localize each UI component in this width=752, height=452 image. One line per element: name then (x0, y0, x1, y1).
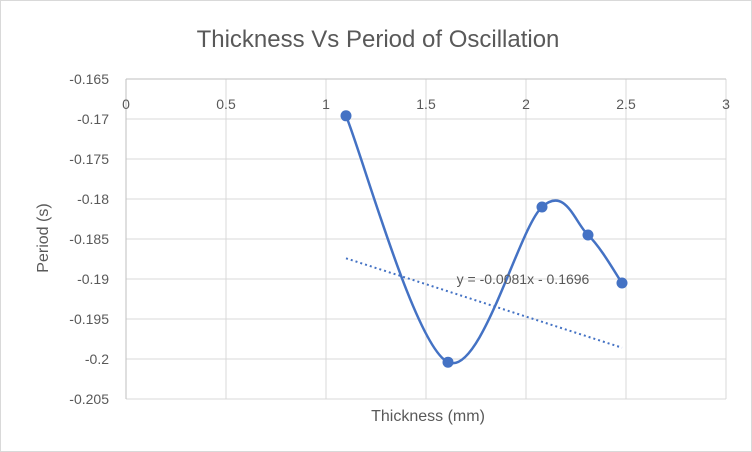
series-line (344, 115, 624, 365)
data-point (442, 356, 454, 368)
axes (125, 78, 726, 399)
y-tick-label: -0.205 (69, 391, 109, 407)
x-tick-label: 3 (722, 96, 730, 112)
y-tick-label: -0.175 (69, 151, 109, 167)
y-axis-title: Period (s) (35, 203, 52, 272)
y-tick-label: -0.2 (85, 351, 109, 367)
x-tick-label: 0.5 (216, 96, 236, 112)
y-tick-label: -0.165 (69, 71, 109, 87)
x-tick-label: 1 (322, 96, 330, 112)
y-tick-label: -0.18 (77, 191, 109, 207)
data-point (536, 201, 548, 213)
x-tick-label: 0 (122, 96, 130, 112)
y-tick-label: -0.17 (77, 111, 109, 127)
x-tick-label: 2.5 (616, 96, 636, 112)
trendline-equation: y = -0.0081x - 0.1696 (457, 271, 590, 287)
data-point (616, 277, 628, 289)
y-tick-label: -0.19 (77, 271, 109, 287)
y-tick-label: -0.195 (69, 311, 109, 327)
trendline (345, 257, 623, 349)
gridlines (126, 78, 727, 400)
data-point (582, 229, 594, 241)
x-tick-label: 2 (522, 96, 530, 112)
data-point (340, 110, 352, 122)
x-tick-label: 1.5 (416, 96, 436, 112)
tick-labels: -0.165 -0.17 -0.175 -0.18 -0.185 -0.19 -0.195 -… (69, 71, 730, 407)
y-tick-label: -0.185 (69, 231, 109, 247)
chart-title: Thickness Vs Period of Oscillation (197, 26, 560, 53)
x-axis-title: Thickness (mm) (371, 408, 485, 425)
series (340, 110, 628, 368)
